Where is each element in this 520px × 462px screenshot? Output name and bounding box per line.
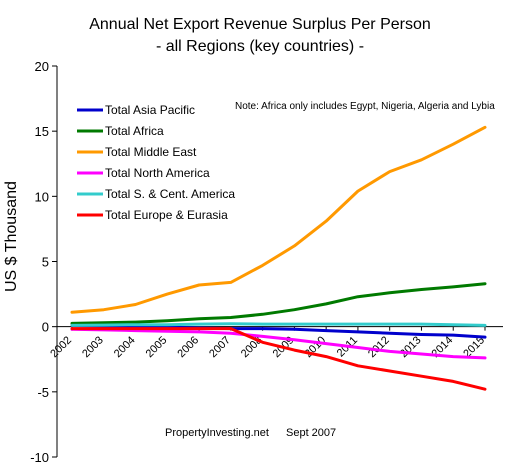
annotation-note: Note: Africa only includes Egypt, Nigeri… — [235, 101, 495, 112]
chart-title: Annual Net Export Revenue Surplus Per Pe… — [89, 16, 431, 33]
legend-label-4: Total North America — [105, 166, 210, 180]
x-tick-label: 2007 — [207, 334, 233, 360]
y-tick-label: 0 — [42, 320, 49, 335]
series-line-4 — [70, 327, 487, 360]
chart-subtitle: - all Regions (key countries) - — [155, 38, 365, 55]
x-tick-label: 2003 — [80, 334, 106, 360]
x-tick-label: 2005 — [144, 334, 170, 360]
y-tick-label: 15 — [35, 124, 49, 139]
series-line-3 — [70, 125, 487, 314]
series-line-6 — [70, 327, 487, 391]
y-tick-label: 20 — [35, 59, 49, 74]
series-line-1 — [70, 323, 487, 339]
annotation-source: PropertyInvesting.net — [165, 427, 269, 439]
x-tick-label: 2004 — [112, 334, 138, 360]
x-tick-label: 2012 — [366, 334, 392, 360]
legend-label-5: Total S. & Cent. America — [105, 187, 235, 201]
legend-label-1: Total Asia Pacific — [105, 103, 195, 117]
y-tick-label: 10 — [35, 189, 49, 204]
legend-label-3: Total Middle East — [105, 145, 197, 159]
y-tick-label: -5 — [37, 385, 49, 400]
legend: Total Asia Pacific Total Africa Total Midd… — [77, 103, 235, 222]
x-tick-label: 2013 — [398, 334, 424, 360]
legend-label-2: Total Africa — [105, 124, 164, 138]
series-line-5 — [70, 322, 487, 327]
plot-series — [70, 125, 487, 391]
annotation-date: Sept 2007 — [286, 427, 336, 439]
series-line-2 — [70, 282, 487, 325]
x-tick-label: 2006 — [175, 334, 201, 360]
x-tick-label: 2002 — [48, 334, 74, 360]
y-tick-label: -10 — [30, 450, 49, 462]
y-tick-label: 5 — [42, 255, 49, 270]
legend-label-6: Total Europe & Eurasia — [105, 208, 228, 222]
